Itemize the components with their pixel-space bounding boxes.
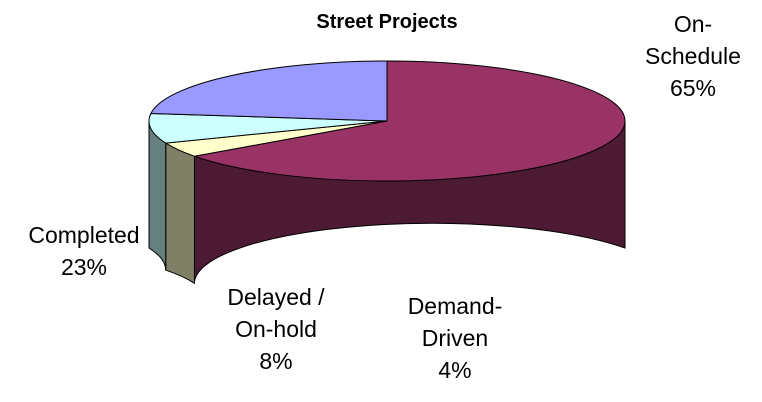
data-label-on-schedule: On-Schedule 65%	[645, 11, 741, 101]
data-label-completed: Completed 23%	[28, 222, 139, 280]
slice-completed	[150, 60, 388, 122]
pie-tops	[148, 60, 626, 182]
data-label-delayed-on-hold: Delayed / On-hold 8%	[227, 284, 325, 374]
slice-on-schedule	[192, 60, 626, 182]
slice-side-delayed-on-hold	[148, 120, 167, 271]
slice-delayed-on-hold	[148, 112, 388, 144]
data-label-demand-driven: Demand-Driven 4%	[408, 293, 503, 383]
chart-title: Street Projects	[316, 11, 457, 33]
slice-side-demand-driven	[165, 142, 195, 285]
pie-labels: On-Schedule 65% Demand-Driven 4% Delayed / On…	[28, 11, 741, 383]
